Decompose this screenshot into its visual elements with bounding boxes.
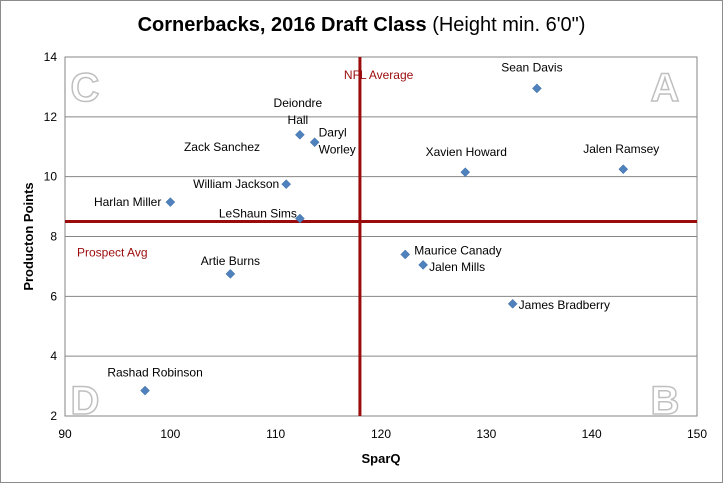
- y-tick-label: 10: [44, 170, 58, 184]
- prospect-avg-label: Prospect Avg: [77, 246, 148, 260]
- quadrant-letter-d: D: [71, 379, 100, 423]
- data-label: Artie Burns: [201, 254, 260, 268]
- data-point: [140, 385, 150, 396]
- chart-title-line: Cornerbacks, 2016 Draft Class (Height mi…: [0, 14, 723, 37]
- data-label: LeShaun Sims: [219, 207, 297, 221]
- data-point: [400, 249, 411, 260]
- x-axis-title: SparQ: [361, 451, 400, 466]
- data-label: Zack Sanchez: [184, 140, 260, 154]
- data-point: [418, 260, 428, 270]
- data-label: James Bradberry: [519, 298, 610, 312]
- data-label: Rashad Robinson: [107, 366, 202, 380]
- data-label: William Jackson: [193, 177, 279, 191]
- chart-subtitle: (Height min. 6'0"): [432, 14, 586, 36]
- y-tick-label: 14: [44, 50, 58, 64]
- data-label: Jalen Ramsey: [583, 142, 659, 156]
- data-label: Harlan Miller: [94, 195, 161, 209]
- data-point: [460, 167, 471, 178]
- data-label: Maurice Canady: [414, 243, 501, 257]
- quadrant-letter-c: C: [71, 66, 100, 110]
- y-tick-label: 12: [44, 110, 58, 124]
- data-point: [618, 164, 629, 175]
- data-label: Sean Davis: [501, 60, 562, 74]
- data-label: Daryl Worley: [319, 125, 356, 156]
- data-label-line: Worley: [319, 142, 356, 156]
- y-axis-title: Producton Points: [21, 182, 36, 290]
- y-tick-label: 6: [50, 289, 57, 303]
- data-label-line: Hall: [288, 113, 309, 127]
- data-label: Jalen Mills: [429, 260, 485, 274]
- plot-area-border: [64, 56, 698, 417]
- x-tick-label: 110: [266, 427, 285, 441]
- data-point: [295, 129, 305, 140]
- y-tick-label: 2: [50, 409, 57, 423]
- y-tick-label: 4: [50, 349, 57, 363]
- x-tick-label: 140: [582, 427, 602, 441]
- x-tick-label: 120: [371, 427, 391, 441]
- y-tick-label: 8: [50, 230, 57, 244]
- x-tick-label: 150: [687, 427, 707, 441]
- data-label: Deiondre Hall: [274, 96, 323, 127]
- quadrant-letter-b: B: [651, 379, 680, 423]
- data-point: [225, 269, 236, 279]
- data-point: [309, 137, 320, 148]
- data-label-line: Deiondre: [274, 96, 323, 110]
- x-tick-label: 130: [476, 427, 496, 441]
- x-tick-label: 100: [160, 427, 180, 441]
- chart-title: Cornerbacks, 2016 Draft Class: [137, 14, 427, 36]
- nfl-average-label: NFL Average: [344, 68, 414, 82]
- data-label-line: Daryl: [319, 125, 347, 139]
- data-point: [165, 197, 176, 207]
- data-point: [281, 179, 292, 189]
- data-point: [507, 298, 518, 309]
- x-tick-label: 90: [58, 427, 72, 441]
- quadrant-letter-a: A: [651, 66, 680, 110]
- data-label: Xavien Howard: [426, 145, 507, 159]
- data-point: [532, 83, 542, 94]
- data-point: [295, 213, 305, 224]
